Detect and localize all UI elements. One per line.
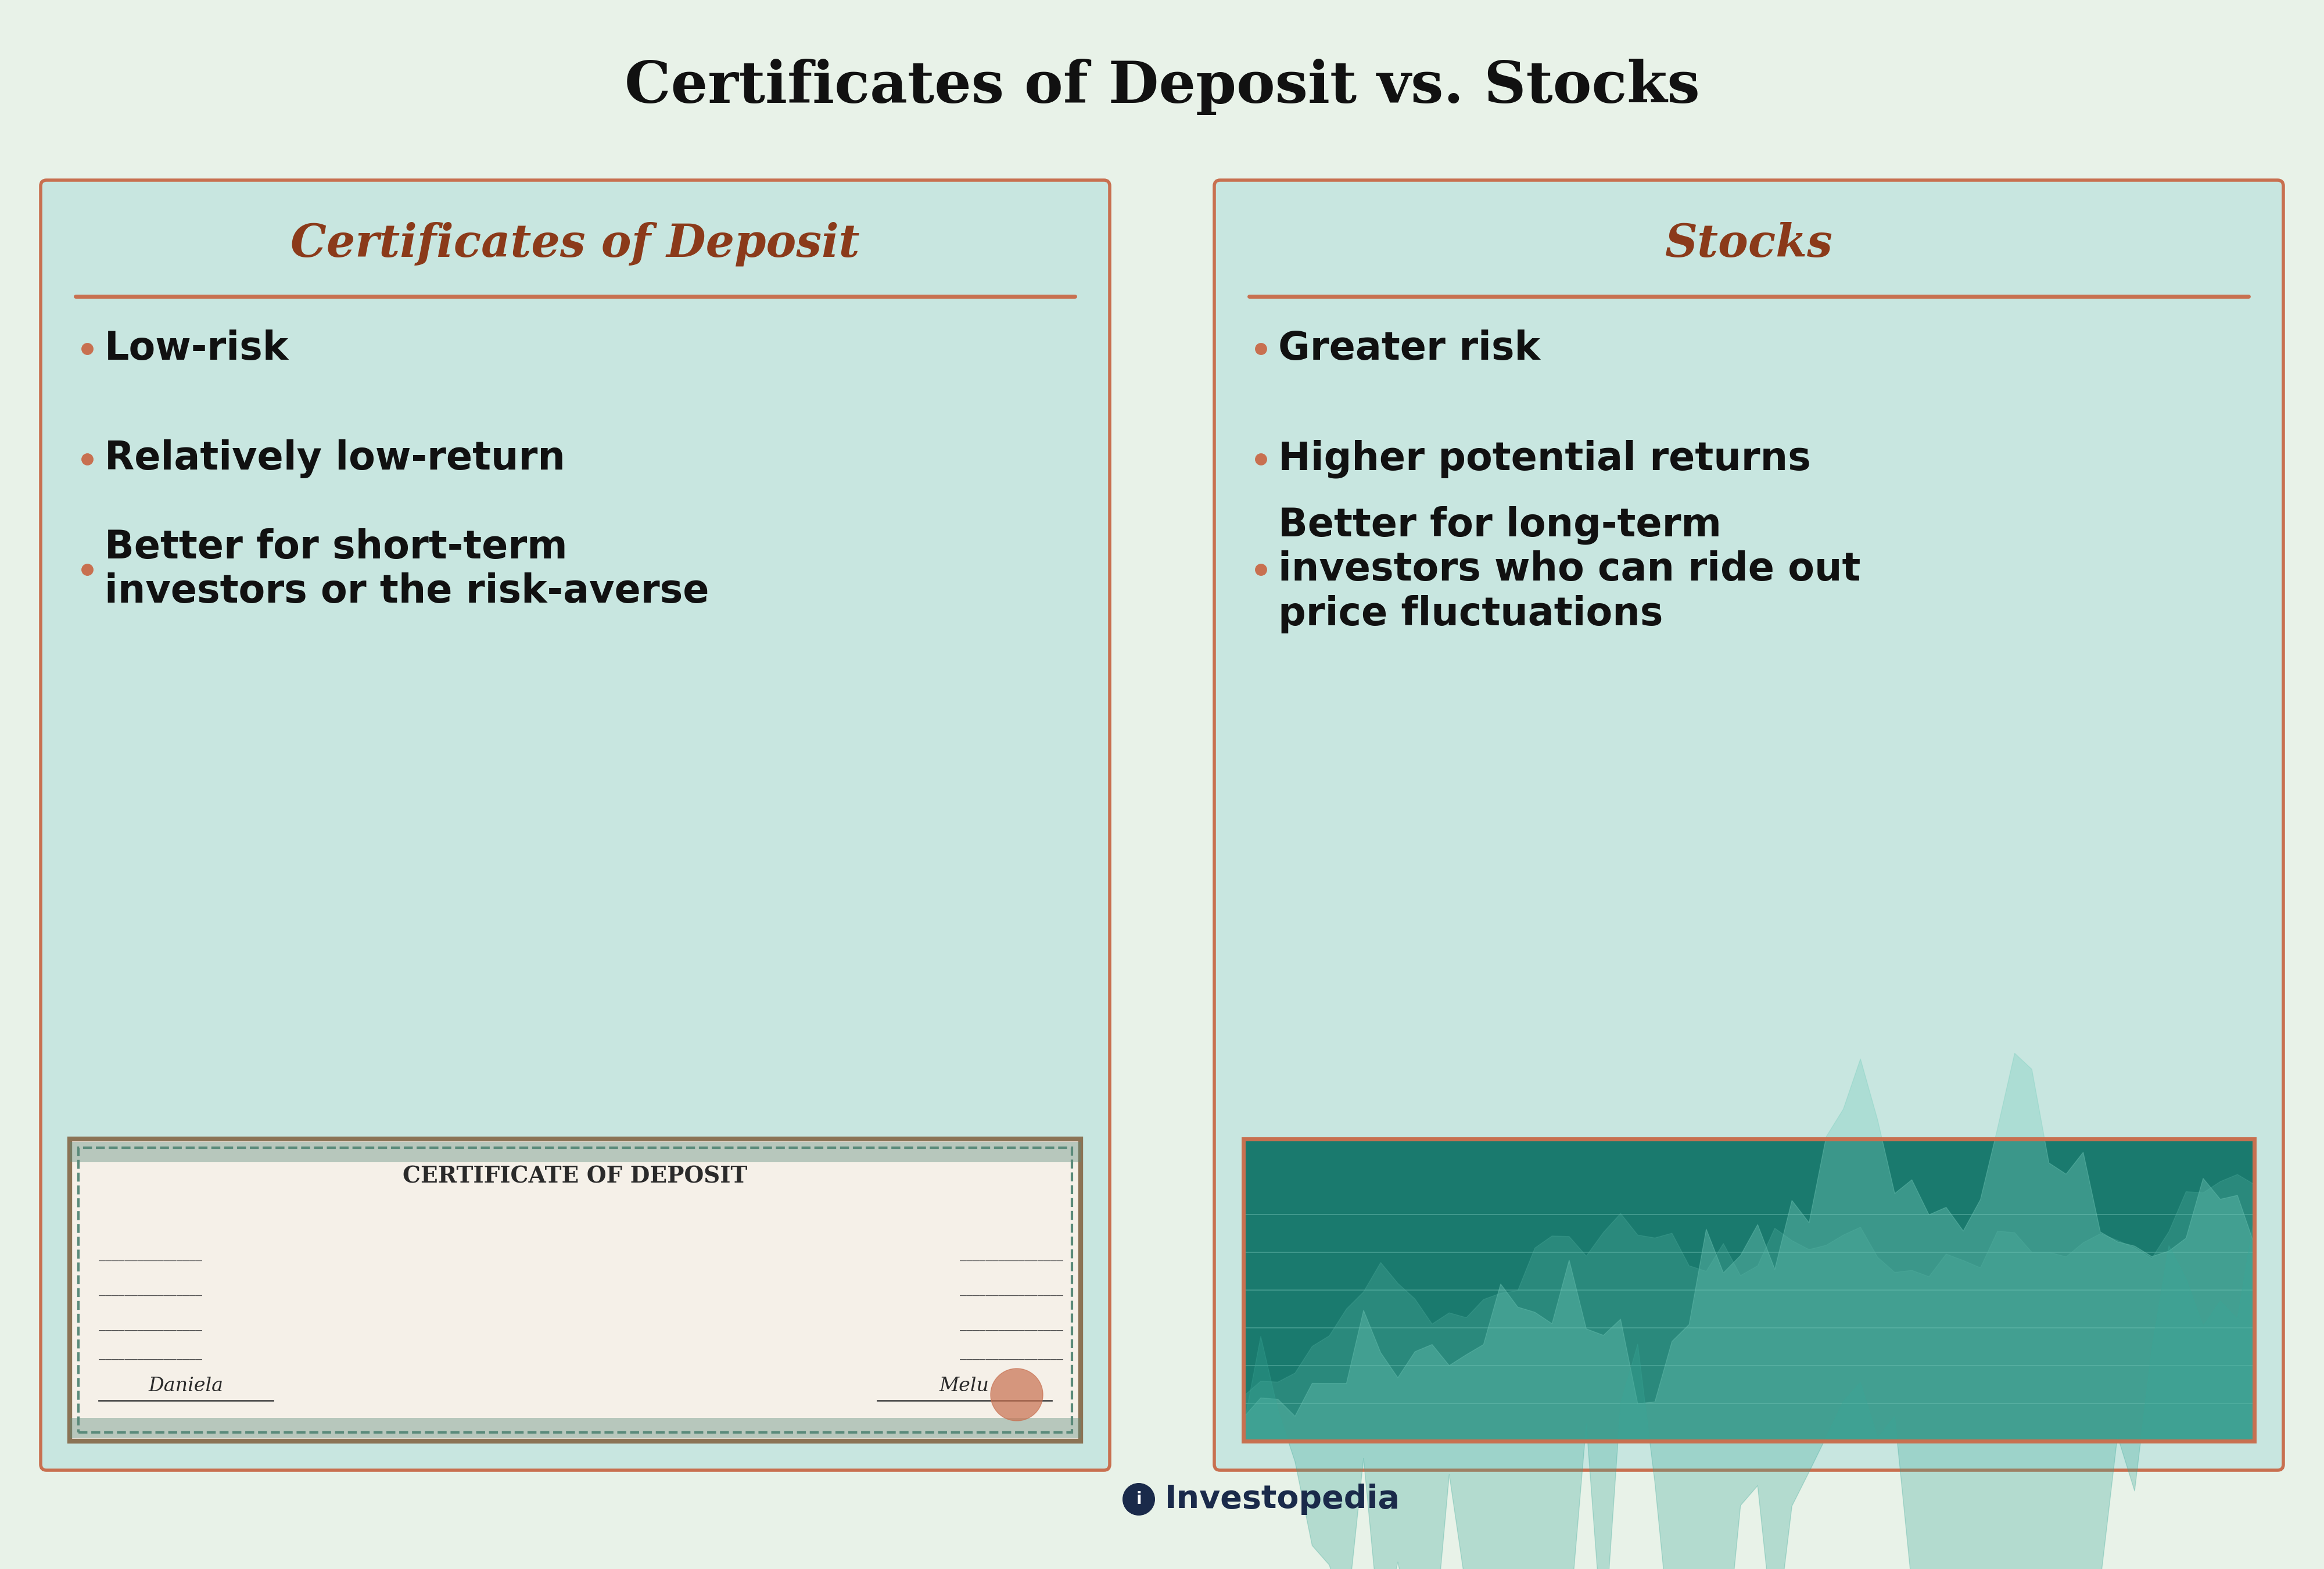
Text: Better for short-term
investors or the risk-averse: Better for short-term investors or the r… (105, 529, 709, 610)
Text: ________________: ________________ (100, 1318, 202, 1332)
Text: ________________: ________________ (960, 1348, 1062, 1360)
Circle shape (990, 1368, 1043, 1422)
Text: Low-risk: Low-risk (105, 329, 288, 367)
Text: ________________: ________________ (960, 1283, 1062, 1296)
Text: Greater risk: Greater risk (1278, 329, 1541, 367)
Text: Relatively low-return: Relatively low-return (105, 439, 565, 479)
Text: Better for long-term
investors who can ride out
price fluctuations: Better for long-term investors who can r… (1278, 505, 1862, 634)
Text: Certificates of Deposit vs. Stocks: Certificates of Deposit vs. Stocks (625, 60, 1699, 116)
Circle shape (1122, 1483, 1155, 1516)
Bar (1243, 1139, 2254, 1442)
Text: Certificates of Deposit: Certificates of Deposit (290, 221, 860, 267)
Text: ________________: ________________ (960, 1249, 1062, 1261)
Text: Daniela: Daniela (149, 1376, 223, 1395)
FancyBboxPatch shape (1213, 180, 2282, 1470)
Bar (70, 1142, 1081, 1163)
Text: Stocks: Stocks (1664, 221, 1834, 267)
FancyBboxPatch shape (42, 180, 1111, 1470)
Bar (1243, 1139, 2254, 1442)
Text: Higher potential returns: Higher potential returns (1278, 439, 1810, 479)
Text: ________________: ________________ (100, 1249, 202, 1261)
Text: ________________: ________________ (100, 1283, 202, 1296)
Text: ________________: ________________ (960, 1318, 1062, 1332)
Text: ________________: ________________ (100, 1348, 202, 1360)
FancyBboxPatch shape (70, 1139, 1081, 1442)
Text: CERTIFICATE OF DEPOSIT: CERTIFICATE OF DEPOSIT (402, 1166, 748, 1188)
Text: Investopedia: Investopedia (1164, 1484, 1399, 1516)
Text: i: i (1136, 1491, 1141, 1508)
Bar (70, 1418, 1081, 1439)
Text: Melu: Melu (939, 1376, 990, 1395)
